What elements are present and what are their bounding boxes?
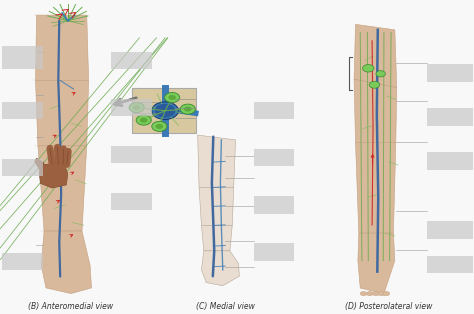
Circle shape <box>184 107 191 112</box>
Polygon shape <box>201 251 239 286</box>
Circle shape <box>369 81 380 88</box>
FancyBboxPatch shape <box>111 193 152 210</box>
Circle shape <box>164 92 180 102</box>
Circle shape <box>152 102 178 119</box>
FancyBboxPatch shape <box>132 88 196 133</box>
FancyBboxPatch shape <box>2 253 43 270</box>
Polygon shape <box>36 15 89 80</box>
Circle shape <box>136 115 151 125</box>
Polygon shape <box>39 163 68 188</box>
Text: (C) Medial view: (C) Medial view <box>196 302 255 311</box>
Circle shape <box>155 124 163 129</box>
Polygon shape <box>201 225 232 251</box>
FancyBboxPatch shape <box>2 159 43 176</box>
Polygon shape <box>354 79 397 143</box>
Circle shape <box>129 102 144 113</box>
Circle shape <box>140 118 147 123</box>
Circle shape <box>383 291 390 296</box>
FancyBboxPatch shape <box>427 108 473 126</box>
Text: (D) Posterolateral view: (D) Posterolateral view <box>345 302 432 311</box>
FancyBboxPatch shape <box>111 52 152 69</box>
Polygon shape <box>356 143 396 233</box>
FancyBboxPatch shape <box>427 152 473 170</box>
FancyBboxPatch shape <box>254 243 294 261</box>
FancyBboxPatch shape <box>427 64 473 82</box>
Circle shape <box>366 291 373 296</box>
Polygon shape <box>198 135 236 187</box>
Polygon shape <box>354 24 397 88</box>
FancyBboxPatch shape <box>427 221 473 239</box>
FancyBboxPatch shape <box>254 196 294 214</box>
Polygon shape <box>199 187 234 225</box>
Polygon shape <box>358 233 395 294</box>
FancyBboxPatch shape <box>111 146 152 163</box>
FancyBboxPatch shape <box>254 149 294 166</box>
Circle shape <box>133 105 140 110</box>
Circle shape <box>155 104 175 117</box>
Circle shape <box>376 71 385 77</box>
Polygon shape <box>41 231 91 294</box>
Circle shape <box>152 122 167 131</box>
FancyBboxPatch shape <box>2 102 43 119</box>
Circle shape <box>373 291 379 296</box>
FancyBboxPatch shape <box>2 46 43 69</box>
Polygon shape <box>36 80 89 146</box>
Polygon shape <box>38 146 87 231</box>
Circle shape <box>360 291 367 296</box>
FancyBboxPatch shape <box>427 256 473 273</box>
Circle shape <box>363 65 374 72</box>
FancyBboxPatch shape <box>111 99 152 116</box>
Circle shape <box>180 104 195 114</box>
FancyBboxPatch shape <box>254 102 294 119</box>
Text: (B) Anteromedial view: (B) Anteromedial view <box>27 302 113 311</box>
Circle shape <box>378 291 385 296</box>
Polygon shape <box>35 158 44 171</box>
Circle shape <box>168 95 176 100</box>
